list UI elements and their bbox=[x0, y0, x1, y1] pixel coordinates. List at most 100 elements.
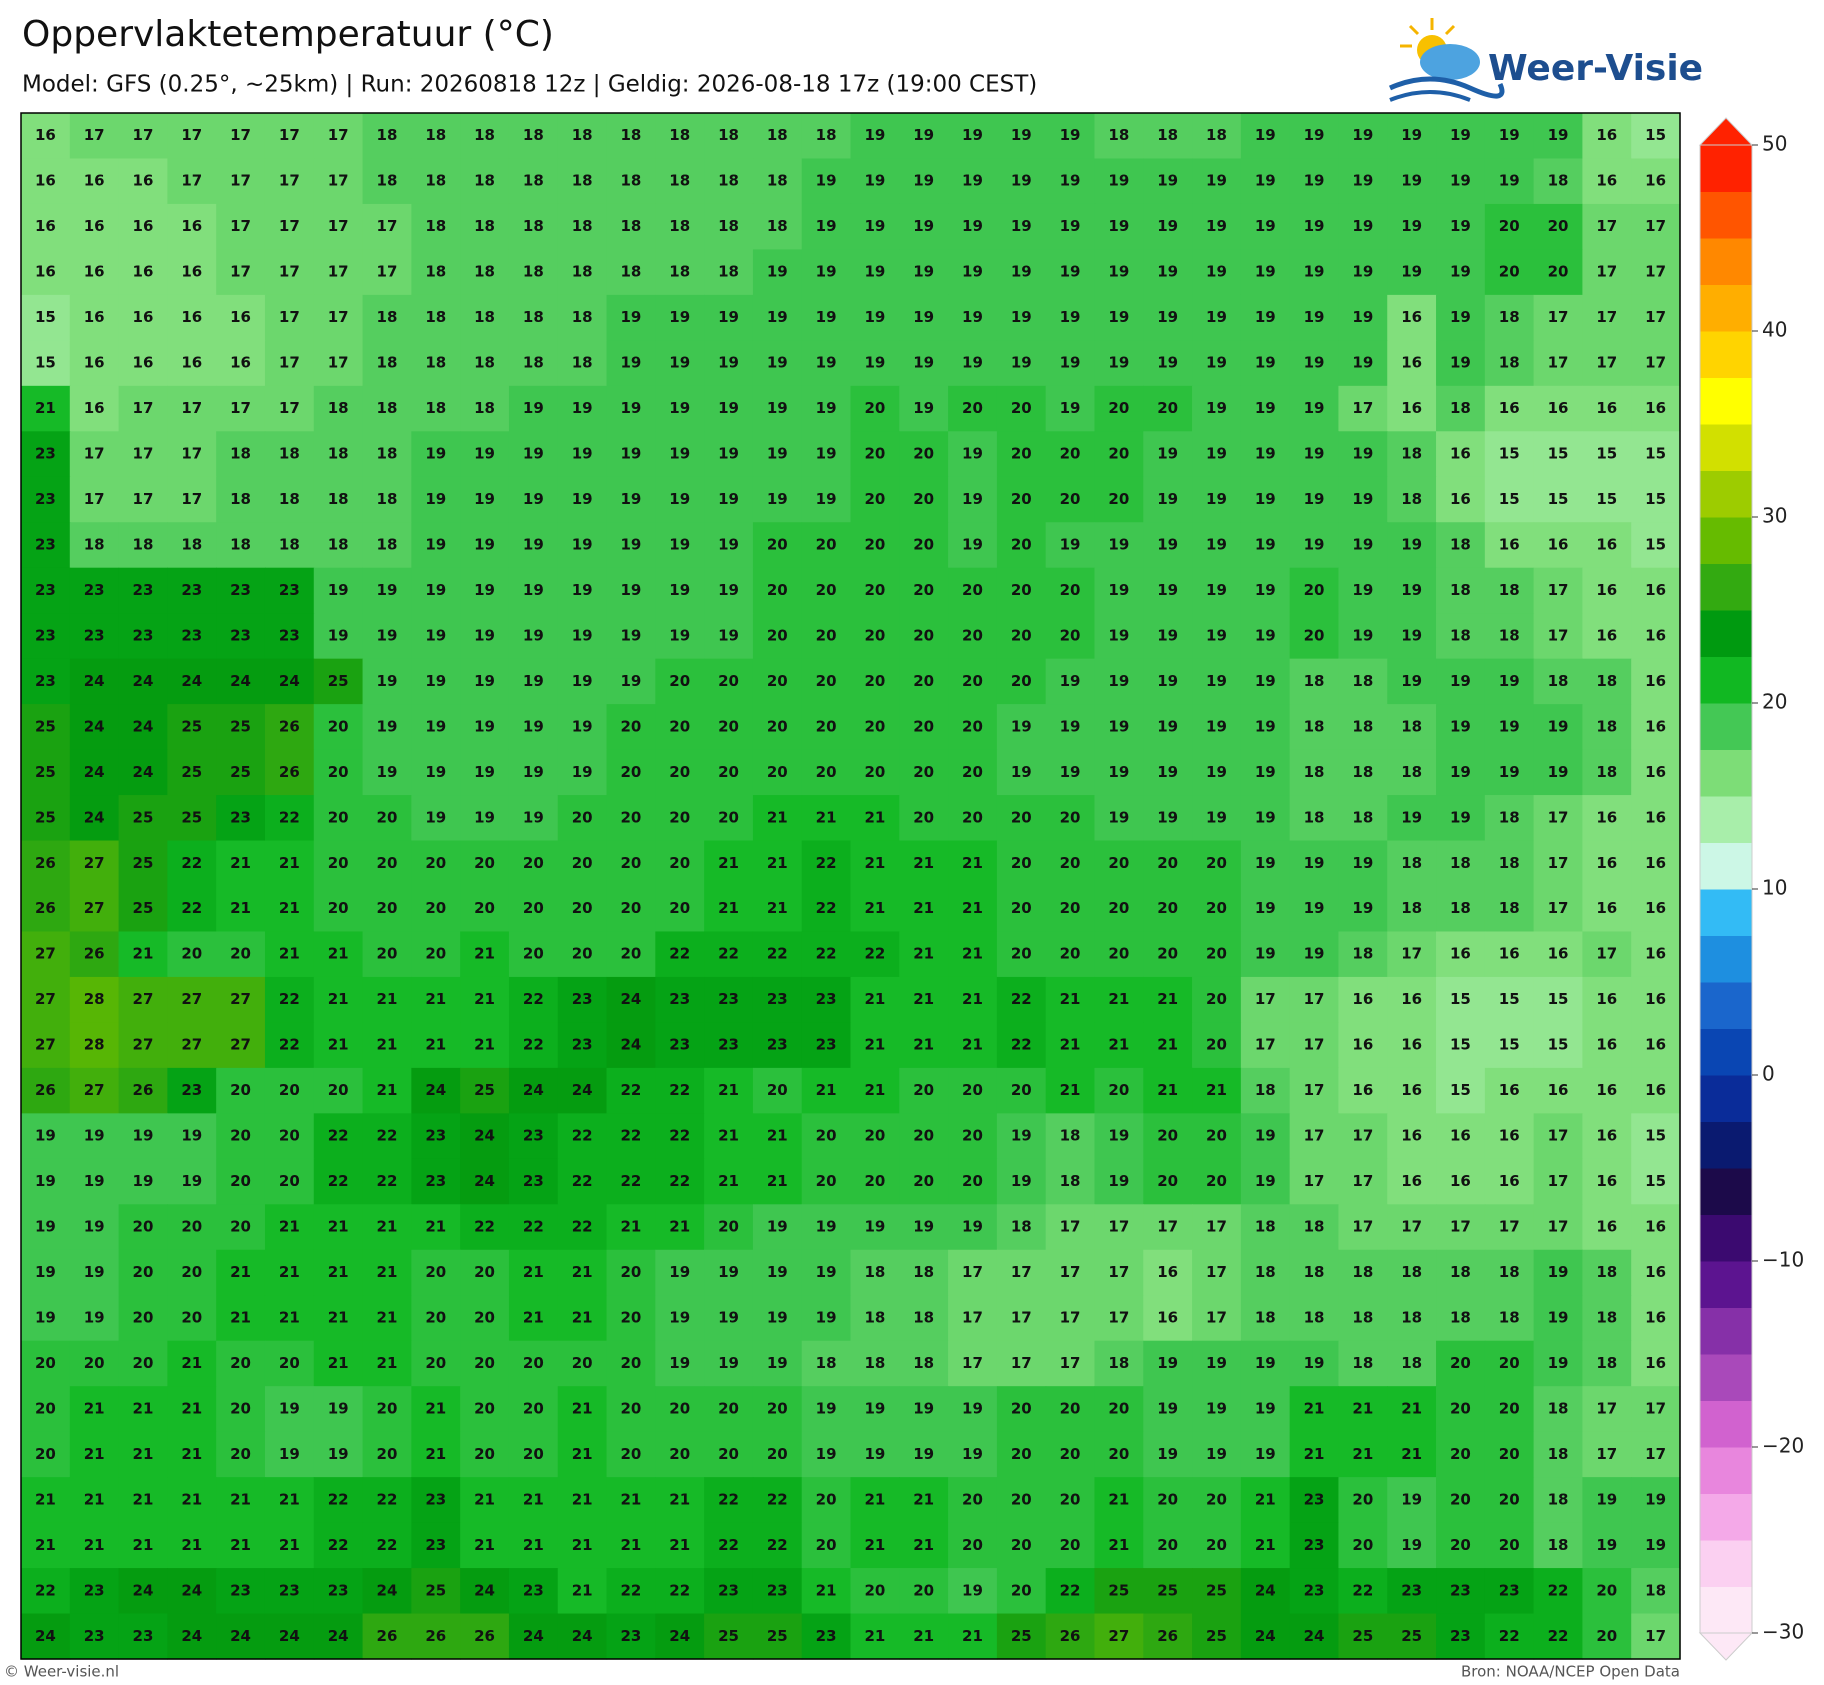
temperature-label: 22 bbox=[328, 1490, 349, 1508]
temperature-label: 19 bbox=[572, 490, 593, 508]
temperature-cell bbox=[1338, 203, 1388, 251]
temperature-cell bbox=[606, 840, 656, 887]
temperature-cell bbox=[996, 1113, 1047, 1160]
colorbar-band bbox=[1700, 238, 1752, 285]
temperature-label: 20 bbox=[279, 1127, 300, 1145]
temperature-cell bbox=[1143, 1249, 1193, 1296]
temperature-cell bbox=[1533, 1158, 1584, 1205]
temperature-cell bbox=[362, 1386, 412, 1433]
temperature-label: 20 bbox=[328, 808, 349, 826]
temperature-label: 19 bbox=[1548, 763, 1569, 781]
temperature-cell bbox=[557, 294, 608, 341]
temperature-cell bbox=[1289, 340, 1340, 387]
temperature-cell bbox=[801, 567, 852, 614]
temperature-label: 21 bbox=[718, 1081, 739, 1099]
temperature-cell bbox=[850, 931, 900, 978]
temperature-label: 25 bbox=[230, 717, 251, 735]
temperature-label: 17 bbox=[1011, 1354, 1032, 1372]
temperature-label: 17 bbox=[230, 263, 251, 281]
temperature-cell bbox=[508, 976, 559, 1024]
temperature-label: 20 bbox=[620, 1308, 641, 1326]
temperature-cell bbox=[264, 1613, 315, 1660]
temperature-label: 21 bbox=[181, 1536, 202, 1554]
temperature-label: 17 bbox=[1596, 308, 1617, 326]
temperature-label: 16 bbox=[1596, 1218, 1617, 1236]
temperature-cell bbox=[118, 1522, 168, 1569]
temperature-cell bbox=[313, 658, 364, 705]
temperature-label: 19 bbox=[1011, 1127, 1032, 1145]
temperature-label: 19 bbox=[377, 763, 398, 781]
temperature-cell bbox=[996, 476, 1047, 523]
temperature-cell bbox=[1045, 1522, 1096, 1569]
temperature-label: 18 bbox=[572, 172, 593, 190]
temperature-label: 19 bbox=[328, 626, 349, 644]
temperature-cell bbox=[313, 1158, 364, 1205]
temperature-label: 18 bbox=[279, 445, 300, 463]
temperature-cell bbox=[1484, 1113, 1535, 1160]
temperature-label: 20 bbox=[474, 1263, 495, 1281]
temperature-label: 22 bbox=[572, 1127, 593, 1145]
temperature-cell bbox=[1387, 340, 1437, 387]
temperature-cell bbox=[411, 1295, 461, 1342]
temperature-cell bbox=[508, 1158, 559, 1205]
temperature-cell bbox=[264, 385, 315, 432]
temperature-cell bbox=[1436, 340, 1486, 387]
temperature-label: 18 bbox=[669, 217, 690, 235]
temperature-cell bbox=[21, 1113, 71, 1160]
temperature-cell bbox=[1533, 1522, 1584, 1569]
temperature-cell bbox=[850, 840, 900, 887]
colorbar-band bbox=[1700, 145, 1752, 192]
temperature-label: 21 bbox=[1304, 1445, 1325, 1463]
colorbar-tick-label: −20 bbox=[1762, 1434, 1804, 1458]
temperature-cell bbox=[1484, 886, 1535, 933]
temperature-label: 18 bbox=[1499, 626, 1520, 644]
temperature-cell bbox=[1436, 385, 1486, 432]
colorbar-tick-label: −10 bbox=[1762, 1248, 1804, 1272]
temperature-cell bbox=[1240, 704, 1291, 751]
temperature-cell bbox=[21, 1204, 71, 1251]
temperature-cell bbox=[948, 476, 998, 523]
temperature-cell bbox=[264, 522, 315, 569]
temperature-label: 20 bbox=[1011, 899, 1032, 917]
temperature-label: 18 bbox=[1499, 308, 1520, 326]
temperature-label: 19 bbox=[279, 1399, 300, 1417]
temperature-label: 18 bbox=[620, 126, 641, 144]
temperature-cell bbox=[1387, 840, 1437, 887]
temperature-label: 20 bbox=[1108, 1081, 1129, 1099]
temperature-cell bbox=[1045, 1158, 1096, 1205]
temperature-label: 21 bbox=[620, 1218, 641, 1236]
temperature-cell bbox=[1289, 658, 1340, 705]
temperature-cell bbox=[362, 203, 412, 251]
colorbar-band bbox=[1700, 842, 1752, 890]
temperature-cell bbox=[1484, 1340, 1535, 1387]
temperature-cell bbox=[752, 840, 803, 887]
temperature-label: 20 bbox=[377, 1445, 398, 1463]
temperature-label: 20 bbox=[1499, 217, 1520, 235]
temperature-label: 19 bbox=[669, 535, 690, 553]
temperature-cell bbox=[1143, 795, 1193, 842]
temperature-label: 24 bbox=[523, 1627, 544, 1645]
temperature-cell bbox=[460, 1522, 510, 1569]
temperature-label: 18 bbox=[474, 399, 495, 417]
temperature-label: 16 bbox=[230, 308, 251, 326]
temperature-label: 20 bbox=[474, 1354, 495, 1372]
temperature-cell bbox=[899, 203, 949, 251]
temperature-label: 18 bbox=[1548, 172, 1569, 190]
temperature-label: 23 bbox=[35, 672, 56, 690]
temperature-label: 19 bbox=[474, 581, 495, 599]
temperature-label: 18 bbox=[1352, 1354, 1373, 1372]
temperature-cell bbox=[996, 749, 1047, 796]
temperature-label: 22 bbox=[767, 945, 788, 963]
temperature-cell bbox=[752, 385, 803, 432]
temperature-cell bbox=[1094, 749, 1144, 796]
temperature-label: 19 bbox=[1206, 217, 1227, 235]
temperature-label: 19 bbox=[1255, 399, 1276, 417]
temperature-label: 20 bbox=[767, 1445, 788, 1463]
temperature-label: 20 bbox=[767, 717, 788, 735]
temperature-label: 21 bbox=[767, 899, 788, 917]
temperature-cell bbox=[167, 1295, 217, 1342]
temperature-label: 17 bbox=[328, 263, 349, 281]
temperature-label: 19 bbox=[474, 535, 495, 553]
temperature-label: 19 bbox=[425, 445, 446, 463]
temperature-cell bbox=[264, 1204, 315, 1251]
